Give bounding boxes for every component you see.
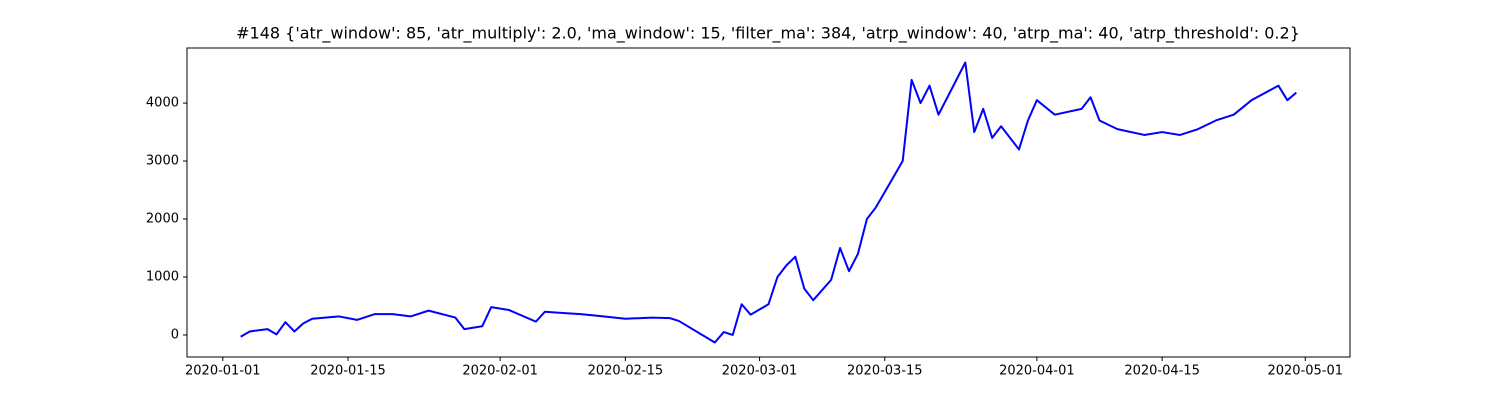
x-tick-label: 2020-01-01: [185, 364, 261, 379]
plot-frame: [186, 47, 1351, 358]
x-tick-label: 2020-02-01: [462, 364, 538, 379]
y-tick-label: 0: [171, 327, 179, 342]
y-tick-label: 4000: [146, 96, 179, 111]
x-tick-label: 2020-04-01: [999, 364, 1075, 379]
x-tick-label: 2020-04-15: [1124, 364, 1200, 379]
x-tick-label: 2020-02-15: [588, 364, 664, 379]
x-tick-label: 2020-05-01: [1267, 364, 1343, 379]
y-tick-label: 1000: [146, 269, 179, 284]
line: [240, 61, 1297, 344]
x-tick-label: 2020-01-15: [310, 364, 386, 379]
y-tick-label: 2000: [146, 212, 179, 227]
y-tick-label: 3000: [146, 154, 179, 169]
x-tick-label: 2020-03-15: [847, 364, 923, 379]
chart-title: #148 {'atr_window': 85, 'atr_multiply': …: [236, 24, 1300, 44]
x-tick-label: 2020-03-01: [722, 364, 798, 379]
